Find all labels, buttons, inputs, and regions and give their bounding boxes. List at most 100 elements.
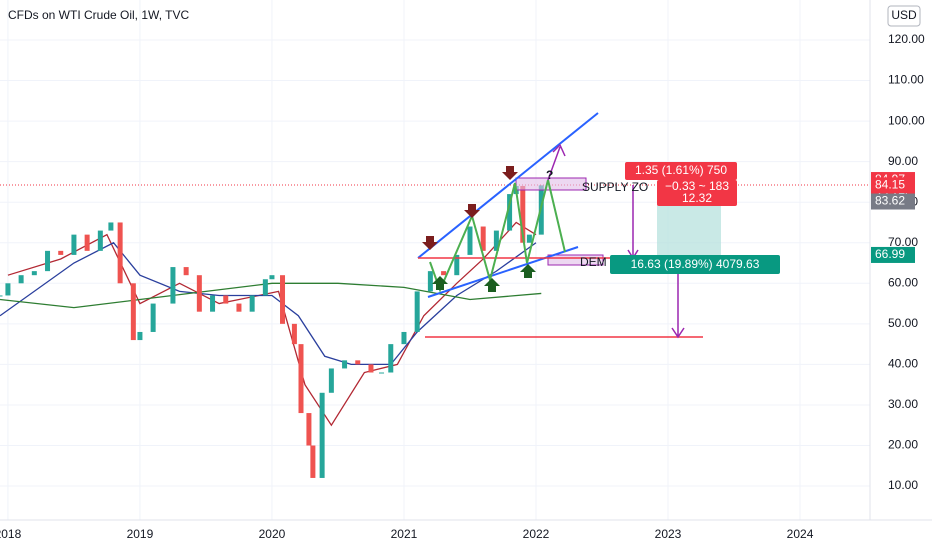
candle <box>108 222 114 231</box>
price-label: 83.62 <box>875 194 905 208</box>
target-label: 1.35 (1.61%) 750 <box>635 163 727 177</box>
candle <box>454 254 460 276</box>
candle <box>71 234 77 255</box>
candle <box>520 185 526 243</box>
x-tick-label: 2023 <box>655 527 682 541</box>
candle <box>58 250 64 255</box>
moving-average <box>0 282 542 309</box>
marker-down <box>464 204 480 218</box>
candle <box>196 275 202 312</box>
risk-box <box>657 180 737 206</box>
y-tick-label: 110.00 <box>888 73 924 87</box>
x-tick-label: 2019 <box>127 527 154 541</box>
candle <box>5 283 11 296</box>
candle <box>342 360 348 369</box>
currency: USD <box>891 8 917 22</box>
zigzag <box>429 179 566 293</box>
markers <box>422 166 518 250</box>
target-box <box>610 255 780 274</box>
candle <box>31 271 37 276</box>
candle <box>117 222 123 284</box>
candle <box>306 413 312 446</box>
y-tick-label: 70.00 <box>888 235 918 249</box>
currency-box <box>887 5 921 27</box>
candle <box>368 364 374 373</box>
risk-label: −0.33 ~ 183 <box>665 179 729 193</box>
arrow-down <box>671 270 685 339</box>
question-label: ? <box>546 168 553 182</box>
candle <box>414 291 420 332</box>
grid <box>0 0 932 521</box>
y-tick-label: 60.00 <box>888 275 918 289</box>
x-tick-label: 2024 <box>787 527 814 541</box>
profit-zone <box>657 204 721 255</box>
candle <box>401 331 407 345</box>
marker-up <box>432 276 448 290</box>
candle <box>379 372 385 374</box>
candle <box>223 295 229 304</box>
candle <box>262 279 268 296</box>
candle <box>45 250 51 272</box>
candle <box>526 234 532 243</box>
candle <box>480 226 486 251</box>
x-tick-label: 2021 <box>391 527 418 541</box>
price-label-box <box>871 193 915 210</box>
price-axis: USD 10.00 20.00 30.00 40.00 50.00 60.00 70.00 8… <box>871 5 925 492</box>
moving-average <box>7 221 537 427</box>
y-tick-label: 50.00 <box>888 316 918 330</box>
target-box <box>625 162 737 180</box>
candle <box>388 344 394 373</box>
y-tick-label: 40.00 <box>888 357 918 371</box>
candle <box>0 295 3 297</box>
x-tick-label: 2022 <box>523 527 550 541</box>
marker-down <box>502 166 518 180</box>
y-tick-label: 10.00 <box>888 478 918 492</box>
supply-label: SUPPLY ZO <box>582 180 648 194</box>
chart-title: CFDs on WTI Crude Oil, 1W, TVC <box>8 8 189 22</box>
candle <box>298 344 304 414</box>
marker-down <box>422 236 438 250</box>
candle <box>319 392 325 478</box>
markers <box>432 264 536 292</box>
candle <box>493 230 499 251</box>
y-tick-label: 30.00 <box>888 397 918 411</box>
x-tick-label: 2018 <box>0 527 22 541</box>
x-tick-label: 2020 <box>259 527 286 541</box>
candle <box>97 230 103 251</box>
candle <box>18 275 24 284</box>
price-label-box <box>871 246 915 263</box>
channel-upper <box>417 112 599 259</box>
candle <box>507 194 513 231</box>
target-label: 16.63 (19.89%) 4079.63 <box>631 257 760 271</box>
candle <box>84 234 90 251</box>
y-tick-label: 20.00 <box>888 438 918 452</box>
demand-label: DEM <box>580 255 607 269</box>
y-tick-label: 90.00 <box>888 154 918 168</box>
candle <box>183 267 189 276</box>
demand-zone <box>547 254 604 266</box>
candle <box>441 271 447 276</box>
marker-up <box>520 264 536 278</box>
candle <box>269 275 275 280</box>
candle <box>150 303 156 332</box>
candle <box>137 331 143 341</box>
candle <box>291 323 297 345</box>
candle <box>249 295 255 312</box>
candle <box>210 295 216 312</box>
price-label: 84.15 <box>875 178 905 192</box>
plot <box>0 185 544 478</box>
drawings: SUPPLY ZO DEM ? 1.35 (1.61%) 750 −0.33 ~… <box>0 112 870 339</box>
candle <box>467 226 473 255</box>
y-tick-label: 120.00 <box>888 32 925 46</box>
candle <box>328 368 334 393</box>
channel-lower <box>427 246 579 298</box>
marker-up <box>484 278 500 292</box>
candle <box>310 445 316 478</box>
candle <box>130 283 136 341</box>
candle <box>280 275 286 324</box>
arrow-up <box>547 143 566 181</box>
candle <box>170 267 176 304</box>
y-tick-label: 100.00 <box>888 113 925 127</box>
candle <box>236 303 242 312</box>
price-label: 66.99 <box>875 247 905 261</box>
